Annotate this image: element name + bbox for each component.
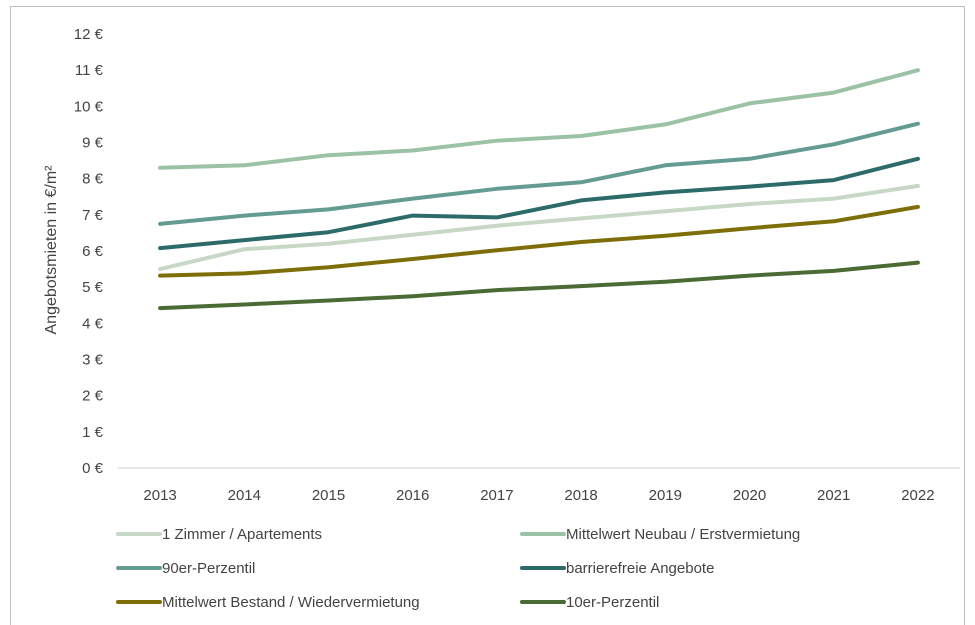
x-tick-label: 2022: [901, 487, 934, 504]
legend-item: Mittelwert Bestand / Wiedervermietung: [116, 594, 420, 611]
legend-item: 10er-Perzentil: [520, 594, 659, 611]
legend-label: 90er-Perzentil: [162, 560, 255, 577]
series-line: [158, 121, 920, 226]
y-tick-label: 7 €: [82, 207, 104, 224]
y-tick-label: 10 €: [74, 98, 104, 115]
x-tick-label: 2014: [228, 487, 261, 504]
x-tick-label: 2018: [564, 487, 597, 504]
legend-label: Mittelwert Bestand / Wiedervermietung: [162, 594, 420, 611]
y-tick-label: 6 €: [82, 243, 104, 260]
series-line: [158, 68, 920, 170]
legend-item: Mittelwert Neubau / Erstvermietung: [520, 526, 800, 543]
x-tick-label: 2021: [817, 487, 850, 504]
legend-label: 10er-Perzentil: [566, 594, 659, 611]
x-tick-label: 2019: [649, 487, 682, 504]
legend-item: 1 Zimmer / Apartements: [116, 526, 322, 543]
y-tick-label: 4 €: [82, 315, 104, 332]
legend-label: Mittelwert Neubau / Erstvermietung: [566, 526, 800, 543]
legend-item: 90er-Perzentil: [116, 560, 255, 577]
legend: 1 Zimmer / Apartements Mittelwert Neubau …: [116, 526, 800, 611]
chart-frame: [10, 6, 965, 625]
series-line: [158, 260, 920, 311]
series-lines: [158, 68, 920, 311]
y-tick-label: 11 €: [75, 62, 104, 79]
y-axis-label: Angebotsmieten in €/m²: [43, 165, 60, 335]
x-tick-label: 2013: [143, 487, 176, 504]
x-tick-label: 2016: [396, 487, 429, 504]
y-tick-label: 1 €: [82, 424, 104, 441]
y-axis-ticks: 0 € 1 € 2 € 3 € 4 € 5 € 6 € 7 € 8 € 9 € 10 € 11 € 12…: [74, 26, 104, 477]
y-tick-label: 12 €: [74, 26, 104, 43]
y-tick-label: 0 €: [82, 460, 104, 477]
series-line: [158, 204, 920, 278]
series-line: [158, 156, 920, 251]
series-line: [158, 183, 920, 272]
legend-label: 1 Zimmer / Apartements: [162, 526, 322, 543]
legend-item: barrierefreie Angebote: [520, 560, 714, 577]
x-tick-label: 2020: [733, 487, 766, 504]
legend-label: barrierefreie Angebote: [566, 560, 714, 577]
x-tick-label: 2015: [312, 487, 345, 504]
x-tick-label: 2017: [480, 487, 513, 504]
y-tick-label: 9 €: [82, 135, 104, 152]
y-tick-label: 2 €: [82, 388, 104, 405]
y-tick-label: 5 €: [82, 279, 104, 296]
y-tick-label: 8 €: [82, 171, 104, 188]
y-tick-label: 3 €: [82, 352, 104, 369]
x-axis: 2013 2014 2015 2016 2017 2018 2019 2020 2021 2022: [118, 467, 960, 504]
